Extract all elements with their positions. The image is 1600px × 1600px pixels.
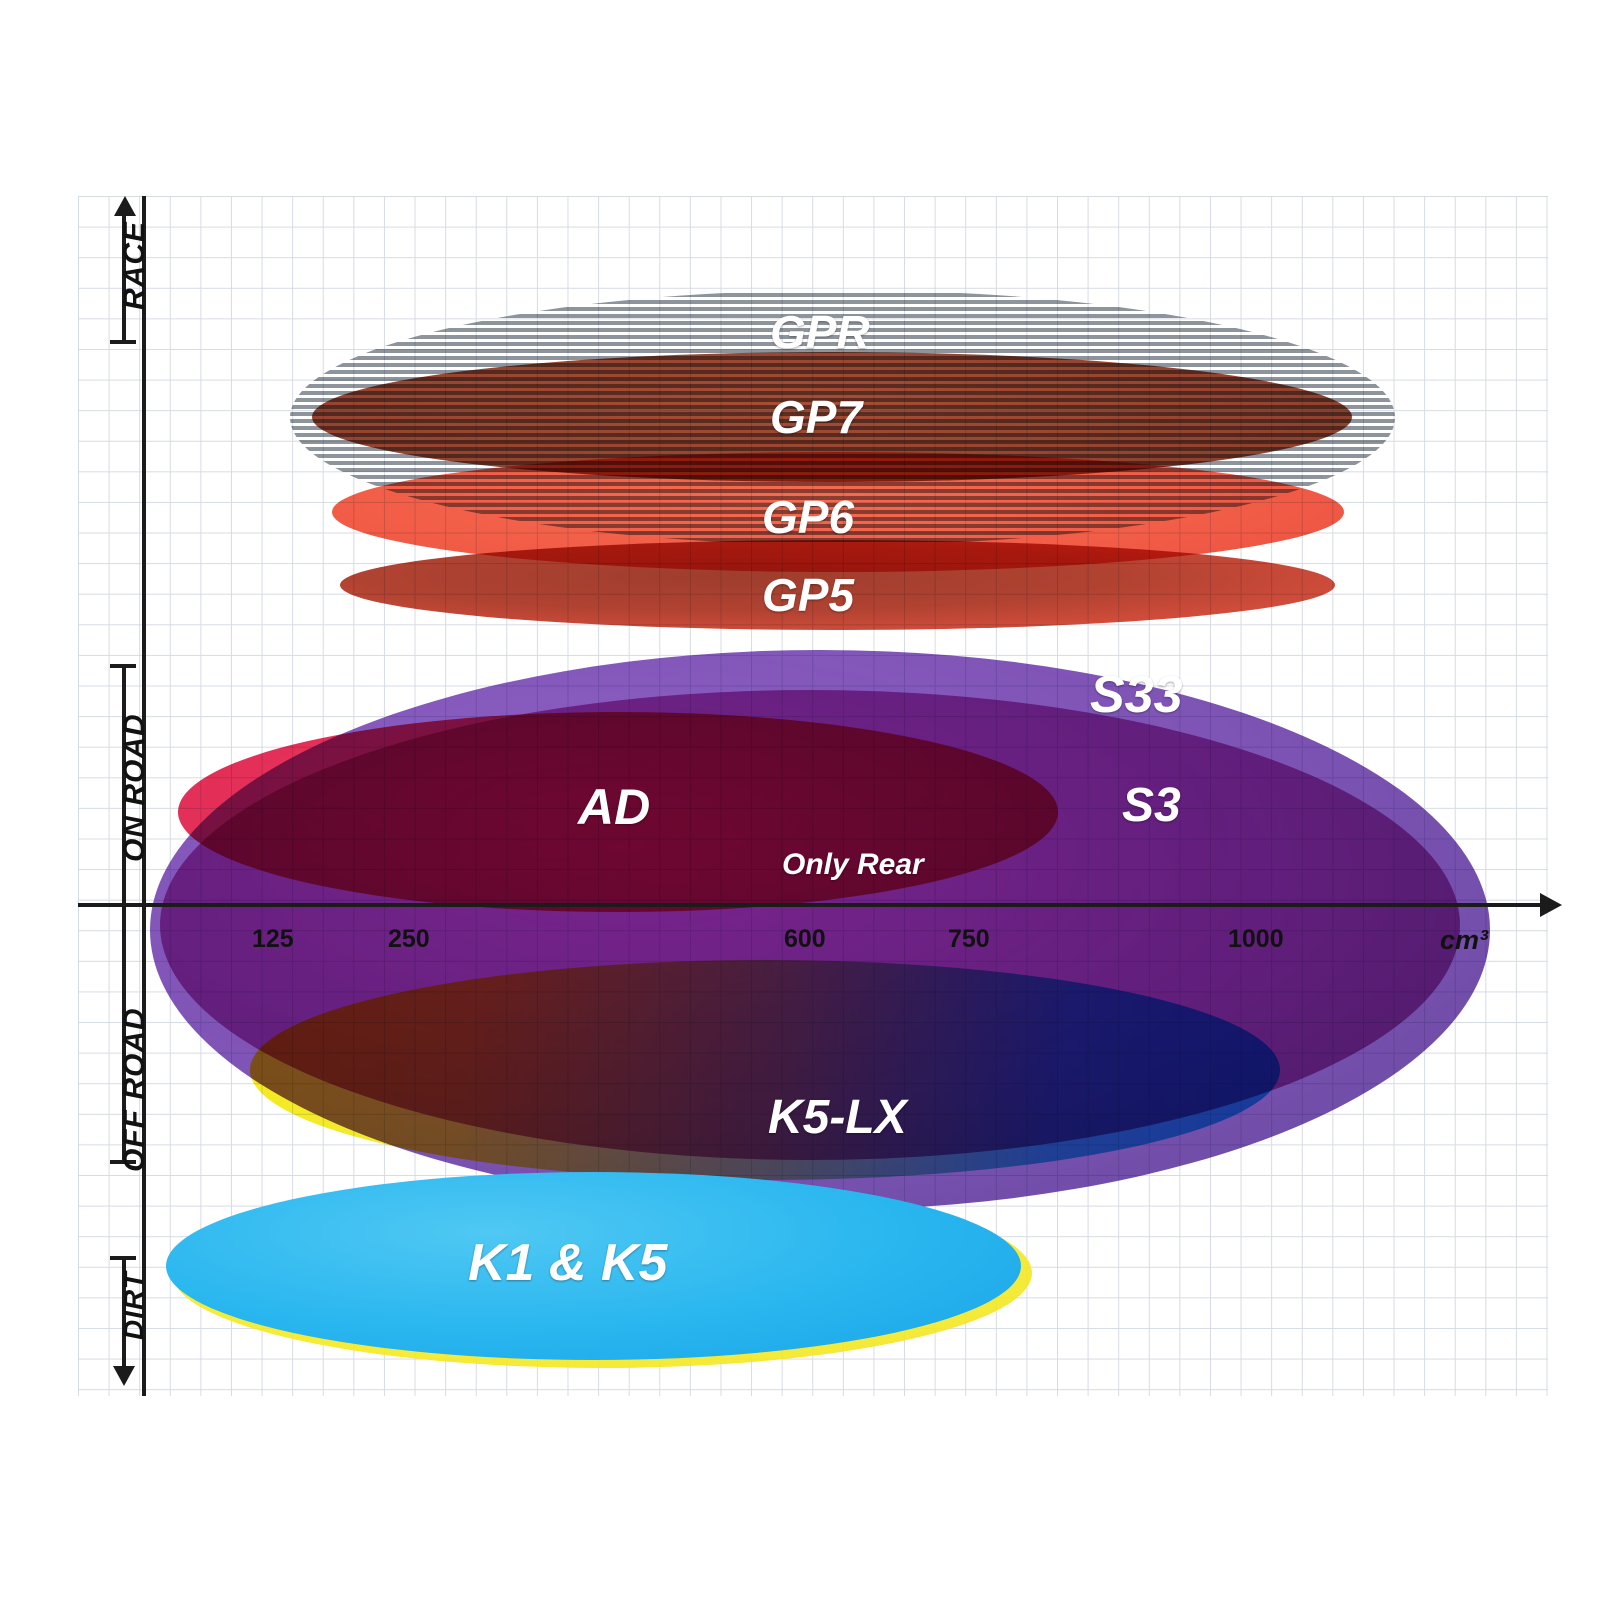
label-gpr: GPR	[770, 306, 870, 358]
x-tick-125: 125	[252, 925, 294, 953]
category-label-dirt: DIRT	[118, 1271, 149, 1340]
category-label-off-road: OFF ROAD	[118, 1007, 151, 1172]
y-axis	[142, 196, 146, 1396]
race-axis-tick	[110, 340, 136, 344]
label-k5-lx: K5-LX	[768, 1091, 907, 1144]
x-axis-arrow-icon	[1540, 893, 1562, 917]
dirt-axis-bar	[122, 1256, 126, 1366]
blob-k1k5	[166, 1172, 1021, 1360]
x-tick-600: 600	[784, 925, 826, 953]
label-s3: S3	[1122, 779, 1181, 832]
category-label-race: RACE	[118, 220, 151, 310]
x-tick-250: 250	[388, 925, 430, 953]
label-s33: S33	[1090, 666, 1183, 724]
category-label-on-road: ON ROAD	[118, 713, 151, 862]
blob-ad	[178, 712, 1058, 912]
dirt-axis-tick	[110, 1256, 136, 1260]
label-gp7: GP7	[770, 391, 863, 443]
x-axis	[78, 903, 1548, 907]
label-k1-k5: K1 & K5	[468, 1234, 668, 1292]
dirt-axis-arrow-icon	[113, 1366, 135, 1386]
y-axis-arrow-icon	[114, 196, 136, 216]
x-tick-750: 750	[948, 925, 990, 953]
label-gp6: GP6	[762, 491, 855, 543]
onroad-axis-bar	[122, 664, 126, 904]
label-gp5: GP5	[762, 569, 855, 621]
offroad-axis-tick	[110, 1160, 136, 1164]
blob-gp5	[340, 540, 1335, 630]
label-only-rear: Only Rear	[782, 848, 924, 881]
offroad-axis-bar	[122, 906, 126, 1164]
onroad-axis-tick-top	[110, 664, 136, 668]
label-ad: AD	[578, 779, 651, 835]
x-tick-1000: 1000	[1228, 925, 1284, 953]
x-axis-unit-label: cm³	[1440, 925, 1489, 955]
race-axis-bar	[122, 212, 126, 344]
blob-k5lx	[250, 960, 1280, 1180]
